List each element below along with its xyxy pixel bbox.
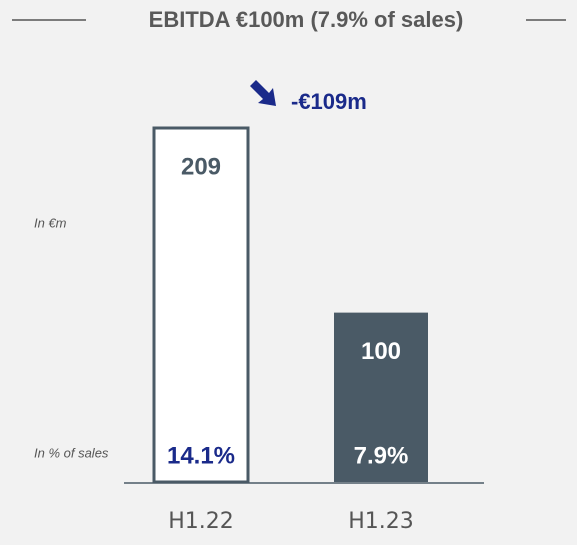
arrow-icon [250, 80, 276, 106]
arrow-shape [250, 80, 276, 106]
x-tick-label: H1.23 [348, 509, 414, 534]
pct-axis-label: In % of sales [34, 445, 109, 460]
pct-label: 14.1% [167, 442, 235, 469]
chart-title: EBITDA €100m (7.9% of sales) [149, 7, 464, 32]
bar [334, 312, 428, 482]
x-tick-label: H1.22 [168, 509, 234, 534]
value-label: 209 [181, 153, 221, 180]
annotation: -€109m [291, 89, 367, 114]
value-axis-label: In €m [34, 215, 67, 230]
pct-label: 7.9% [354, 442, 409, 469]
bar [152, 126, 250, 484]
value-label: 100 [361, 338, 401, 365]
